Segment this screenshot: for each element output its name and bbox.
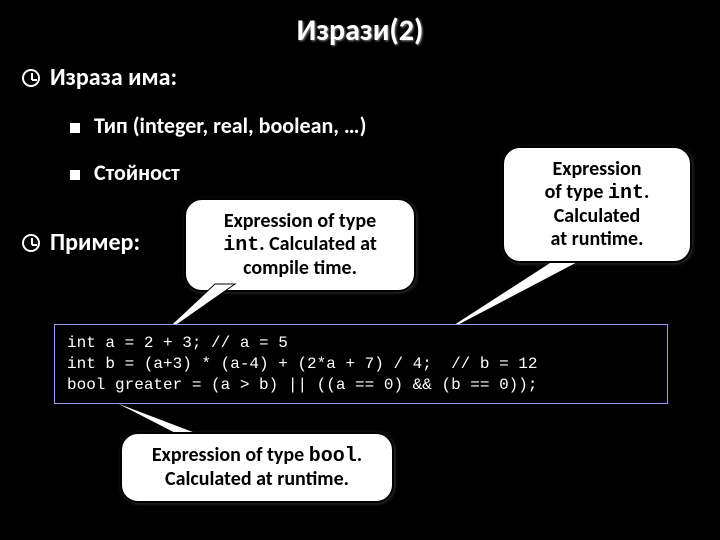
callout-runtime-bool: Expression of type bool. Calculated at r… xyxy=(120,432,394,503)
callout2-line2: of type xyxy=(545,180,608,204)
clock-icon xyxy=(22,234,40,252)
slide-title: Изрази(2) xyxy=(0,0,720,49)
callout1-line2: . Calculated at xyxy=(259,232,377,256)
heading-1: Израза има: xyxy=(0,49,720,92)
callout2-line1: Expression xyxy=(553,157,642,181)
callout-runtime-int: Expression of type int. Calculated at ru… xyxy=(502,146,692,263)
clock-icon xyxy=(22,69,40,87)
heading-2-text: Пример: xyxy=(50,228,140,257)
code-line-2: int b = (a+3) * (a-4) + (2*a + 7) / 4; /… xyxy=(67,355,537,373)
callout3-line1: Expression of type xyxy=(152,443,309,467)
heading-1-text: Израза има: xyxy=(50,63,177,92)
square-bullet-icon xyxy=(70,123,80,133)
callout2-line4: Calculated xyxy=(554,204,641,228)
callout1-code: int xyxy=(223,234,259,257)
callout2-code: int xyxy=(608,182,644,205)
bullet-1-text: Тип (integer, real, boolean, …) xyxy=(94,112,366,139)
code-line-1: int a = 2 + 3; // a = 5 xyxy=(67,334,288,352)
square-bullet-icon xyxy=(70,170,80,180)
callout3-line2: . xyxy=(357,443,362,467)
code-example: int a = 2 + 3; // a = 5 int b = (a+3) * … xyxy=(54,324,668,404)
callout-compile-time: Expression of type int. Calculated at co… xyxy=(184,198,416,292)
callout2-line3: . xyxy=(644,180,649,204)
callout3-line3: Calculated at runtime. xyxy=(165,467,349,491)
callout3-code: bool xyxy=(309,445,357,468)
bullet-1: Тип (integer, real, boolean, …) xyxy=(0,92,720,139)
callout2-line5: at runtime. xyxy=(551,227,644,251)
callout1-line3: compile time. xyxy=(243,256,357,280)
callout1-line1: Expression of type xyxy=(224,209,376,233)
bullet-2-text: Стойност xyxy=(94,159,180,186)
code-line-3: bool greater = (a > b) || ((a == 0) && (… xyxy=(67,376,537,394)
